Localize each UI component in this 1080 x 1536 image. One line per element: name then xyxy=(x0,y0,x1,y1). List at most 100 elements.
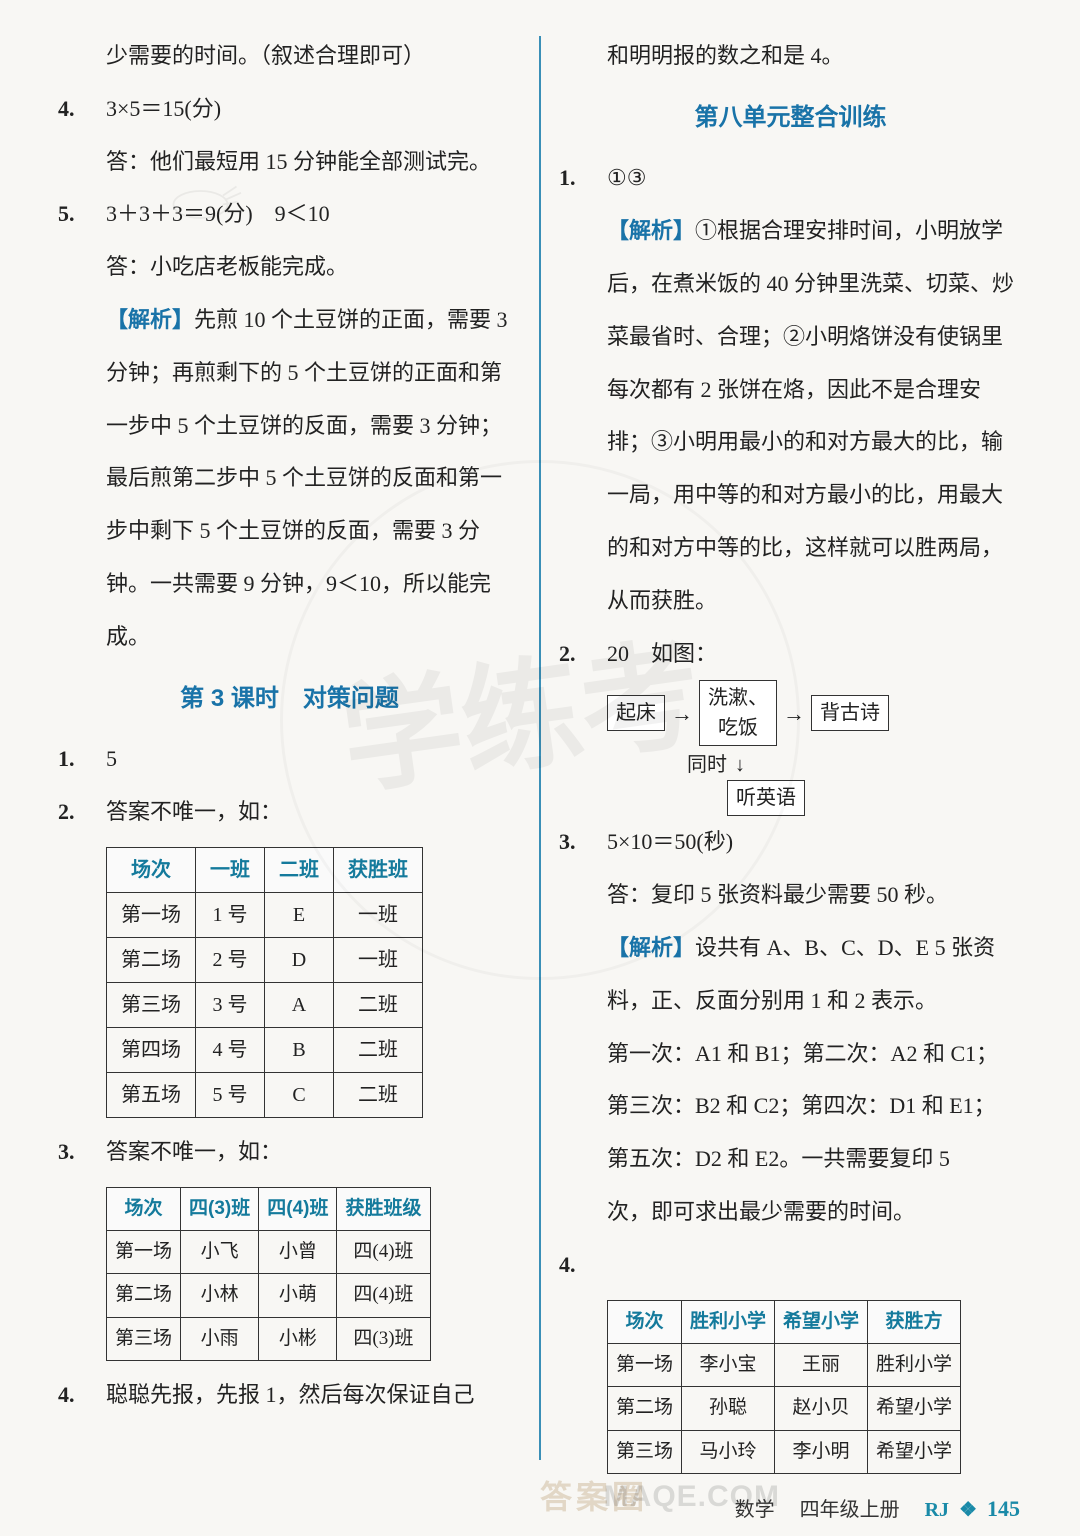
q5-analysis: 【解析】先煎 10 个土豆饼的正面，需要 3 分钟；再煎剩下的 5 个土豆饼的正… xyxy=(106,294,521,664)
td: A xyxy=(265,982,334,1027)
left-column: 少需要的时间。（叙述合理即可） 4. 3×5＝15(分) 答：他们最短用 15 … xyxy=(40,30,539,1480)
flow-mid-label: 同时 xyxy=(687,750,727,780)
footer-subject: 数学 xyxy=(735,1499,775,1521)
th: 四(3)班 xyxy=(181,1187,259,1230)
flow-line1: 洗漱、 xyxy=(708,687,768,709)
td: 二班 xyxy=(334,1072,423,1117)
footer-version: RJ xyxy=(925,1499,949,1521)
td: 2 号 xyxy=(196,937,265,982)
th: 四(4)班 xyxy=(259,1187,337,1230)
td: 一班 xyxy=(334,892,423,937)
td: 二班 xyxy=(334,1027,423,1072)
td: 第三场 xyxy=(107,982,196,1027)
q3-body: 答案不唯一，如： xyxy=(106,1126,521,1179)
right-continuation: 和明明报的数之和是 4。 xyxy=(559,30,1022,83)
td: 四(4)班 xyxy=(337,1274,430,1317)
td: 一班 xyxy=(334,937,423,982)
item-number: 4. xyxy=(58,83,106,189)
flow-box-poem: 背古诗 xyxy=(811,695,889,731)
td: 希望小学 xyxy=(868,1430,961,1473)
q5-expression: 3＋3＋3＝9(分) 9＜10 xyxy=(106,188,521,241)
arrow-icon: → xyxy=(671,697,693,730)
left-q4: 4. 3×5＝15(分) 答：他们最短用 15 分钟能全部测试完。 xyxy=(58,83,521,189)
th: 希望小学 xyxy=(775,1300,868,1343)
left-s3-q2: 2. 答案不唯一，如： xyxy=(58,786,521,839)
right-q2: 2. 20 如图： xyxy=(559,628,1022,681)
td: 小萌 xyxy=(259,1274,337,1317)
q3-line: 第三次：B2 和 C2；第四次：D1 和 E1； xyxy=(607,1080,1022,1133)
q3-line: 次，即可求出最少需要的时间。 xyxy=(607,1186,1022,1239)
td: 第二场 xyxy=(107,1274,181,1317)
arrow-icon: → xyxy=(783,697,805,730)
q3-expression: 5×10＝50(秒) xyxy=(607,816,1022,869)
th: 二班 xyxy=(265,847,334,892)
th: 一班 xyxy=(196,847,265,892)
th: 获胜方 xyxy=(868,1300,961,1343)
th: 获胜班 xyxy=(334,847,423,892)
flow-box-wash: 洗漱、 吃饭 xyxy=(699,680,777,746)
item-number: 5. xyxy=(58,188,106,663)
td: 第二场 xyxy=(608,1387,682,1430)
right-q1: 1. ①③ 【解析】①根据合理安排时间，小明放学后，在煮米饭的 40 分钟里洗菜… xyxy=(559,152,1022,627)
td: 3 号 xyxy=(196,982,265,1027)
td: 第四场 xyxy=(107,1027,196,1072)
q3-analysis: 【解析】设共有 A、B、C、D、E 5 张资料，正、反面分别用 1 和 2 表示… xyxy=(607,922,1022,1028)
q3-table: 场次 四(3)班 四(4)班 获胜班级 第一场小飞小曾四(4)班 第二场小林小萌… xyxy=(106,1187,431,1362)
q5-answer: 答：小吃店老板能完成。 xyxy=(106,241,521,294)
td: D xyxy=(265,937,334,982)
td: B xyxy=(265,1027,334,1072)
item-number: 2. xyxy=(559,628,607,681)
item-number: 1. xyxy=(559,152,607,627)
td: 王丽 xyxy=(775,1343,868,1386)
q4-expression: 3×5＝15(分) xyxy=(106,83,521,136)
td: 第一场 xyxy=(107,1230,181,1273)
item-number: 2. xyxy=(58,786,106,839)
td: 第二场 xyxy=(107,937,196,982)
analysis-label: 【解析】 xyxy=(607,218,695,243)
footer-grade: 四年级上册 xyxy=(800,1499,900,1521)
td: 小曾 xyxy=(259,1230,337,1273)
td: E xyxy=(265,892,334,937)
td: 第一场 xyxy=(107,892,196,937)
td: 李小明 xyxy=(775,1430,868,1473)
td: 四(3)班 xyxy=(337,1317,430,1360)
analysis-text: ①根据合理安排时间，小明放学后，在煮米饭的 40 分钟里洗菜、切菜、炒菜最省时、… xyxy=(607,218,1014,613)
td: 4 号 xyxy=(196,1027,265,1072)
left-continuation: 少需要的时间。（叙述合理即可） xyxy=(58,30,521,83)
left-q5: 5. 3＋3＋3＝9(分) 9＜10 答：小吃店老板能完成。 【解析】先煎 10… xyxy=(58,188,521,663)
q4-table: 场次 胜利小学 希望小学 获胜方 第一场李小宝王丽胜利小学 第二场孙聪赵小贝希望… xyxy=(607,1300,961,1475)
th: 获胜班级 xyxy=(337,1187,430,1230)
q3-line: 第五次：D2 和 E2。一共需要复印 5 xyxy=(607,1133,1022,1186)
q2-flowchart: 起床 → 洗漱、 吃饭 → 背古诗 同时 ↓ 听英语 xyxy=(607,680,1022,816)
right-column: 和明明报的数之和是 4。 第八单元整合训练 1. ①③ 【解析】①根据合理安排时… xyxy=(541,30,1040,1480)
td: 第三场 xyxy=(608,1430,682,1473)
left-s3-q1: 1. 5 xyxy=(58,733,521,786)
td: 胜利小学 xyxy=(868,1343,961,1386)
right-q3: 3. 5×10＝50(秒) 答：复印 5 张资料最少需要 50 秒。 【解析】设… xyxy=(559,816,1022,1238)
td: 小雨 xyxy=(181,1317,259,1360)
analysis-label: 【解析】 xyxy=(106,307,194,332)
td: 马小玲 xyxy=(682,1430,775,1473)
td: 四(4)班 xyxy=(337,1230,430,1273)
q3-line: 第一次：A1 和 B1；第二次：A2 和 C1； xyxy=(607,1028,1022,1081)
flow-box-english: 听英语 xyxy=(727,780,805,816)
th: 场次 xyxy=(608,1300,682,1343)
td: 孙聪 xyxy=(682,1387,775,1430)
flow-line2: 吃饭 xyxy=(718,717,758,739)
q2-body: 20 如图： xyxy=(607,628,1022,681)
q2-body: 答案不唯一，如： xyxy=(106,786,521,839)
item-number: 3. xyxy=(559,816,607,1238)
td: 第三场 xyxy=(107,1317,181,1360)
page-footer: 数学 四年级上册 RJ ❖ 145 xyxy=(735,1493,1020,1522)
left-s3-q3: 3. 答案不唯一，如： xyxy=(58,1126,521,1179)
analysis-label: 【解析】 xyxy=(607,935,695,960)
td: 小林 xyxy=(181,1274,259,1317)
td: 第一场 xyxy=(608,1343,682,1386)
td: C xyxy=(265,1072,334,1117)
td: 1 号 xyxy=(196,892,265,937)
td: 赵小贝 xyxy=(775,1387,868,1430)
td: 李小宝 xyxy=(682,1343,775,1386)
th: 场次 xyxy=(107,1187,181,1230)
td: 小彬 xyxy=(259,1317,337,1360)
analysis-text: 先煎 10 个土豆饼的正面，需要 3 分钟；再煎剩下的 5 个土豆饼的正面和第一… xyxy=(106,307,508,649)
